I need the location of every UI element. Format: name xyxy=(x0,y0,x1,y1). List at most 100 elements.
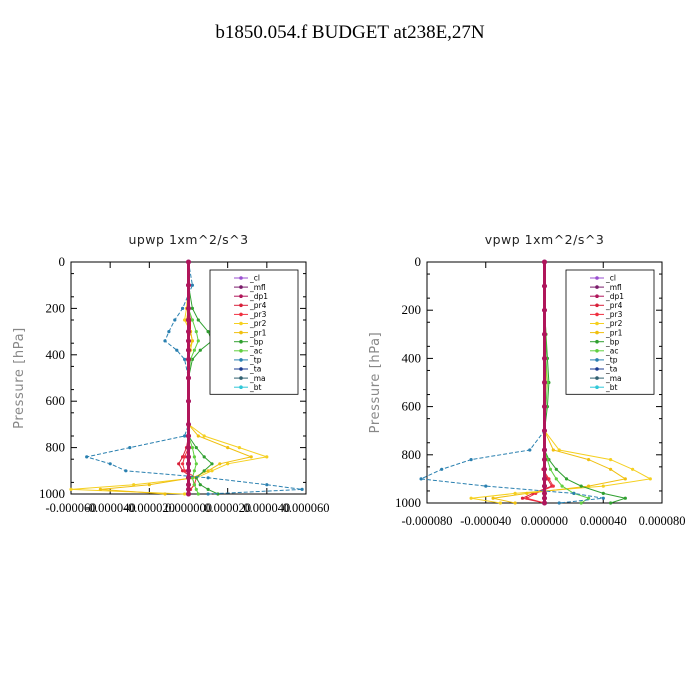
data-point-pr4 xyxy=(177,462,181,466)
data-point-bp xyxy=(202,469,206,473)
data-point-pr1 xyxy=(249,455,253,459)
data-point-bp xyxy=(564,477,569,481)
legend-label: _pr2 xyxy=(249,319,267,328)
legend-swatch-marker xyxy=(595,294,599,299)
data-point-tp xyxy=(183,434,187,438)
legend-label: _cl xyxy=(605,274,616,283)
legend-swatch-marker xyxy=(239,321,243,326)
data-point-pr4 xyxy=(520,496,525,500)
data-point-pr1 xyxy=(163,492,167,496)
data-point-bp xyxy=(206,487,210,491)
data-point-tp xyxy=(419,477,423,481)
data-point-tp xyxy=(183,357,187,361)
data-point-pr1 xyxy=(491,496,495,500)
legend-swatch-marker xyxy=(595,285,599,289)
data-point-pr1 xyxy=(587,484,591,488)
data-point-dp1 xyxy=(186,317,191,323)
data-point-dp1 xyxy=(186,357,191,362)
legend-swatch-marker xyxy=(239,285,243,289)
legend-swatch-marker xyxy=(239,339,243,344)
panel-1: upwp 1xm^2/s^3 Pressure [hPa] 0 200 400 600 80… xyxy=(12,232,329,515)
legend-label: _ac xyxy=(249,347,262,356)
legend-swatch-marker xyxy=(239,358,243,362)
data-point-tp xyxy=(206,476,210,480)
legend-swatch-marker xyxy=(239,312,243,317)
y-tick-label: 1000 xyxy=(395,495,421,510)
x-tick-label: -0.000020 xyxy=(124,501,175,515)
legend-swatch-marker xyxy=(595,367,599,371)
data-point-pr1 xyxy=(147,483,151,487)
x-tick-label: 0.000040 xyxy=(580,514,627,528)
data-point-dp1 xyxy=(186,282,191,288)
y-tick-label: 1000 xyxy=(39,486,65,501)
data-point-bp xyxy=(609,501,613,505)
data-point-pr1 xyxy=(513,501,517,505)
data-point-dp1 xyxy=(186,259,191,265)
y-axis-label: Pressure [hPa] xyxy=(12,327,27,429)
legend-swatch-marker xyxy=(595,312,599,317)
data-point-bp xyxy=(190,306,194,310)
data-point-dp1 xyxy=(186,329,191,334)
data-point-dp1 xyxy=(542,491,547,496)
legend: _cl_mfl_dp1_pr4_pr3_pr2_pr1_bp_ac_tp_ta_… xyxy=(565,269,655,395)
data-point-bp xyxy=(623,496,627,500)
data-point-pr1 xyxy=(190,339,194,343)
legend-label: _pr3 xyxy=(605,310,623,319)
data-point-ac xyxy=(196,492,200,496)
legend-swatch-marker xyxy=(239,294,243,299)
legend-label: _ac xyxy=(605,347,618,356)
data-point-bp xyxy=(198,483,202,487)
data-point-pr2 xyxy=(69,487,73,491)
data-point-pr2 xyxy=(265,455,269,459)
x-tick-label: -0.000040 xyxy=(460,514,511,528)
data-point-dp1 xyxy=(186,468,191,474)
data-point-bp xyxy=(601,491,605,495)
data-point-dp1 xyxy=(542,380,547,385)
data-point-dp1 xyxy=(542,404,547,409)
data-point-dp1 xyxy=(186,398,191,404)
legend-swatch-marker xyxy=(595,339,599,344)
data-point-pr1 xyxy=(206,469,210,473)
data-point-bp xyxy=(554,467,558,471)
legend-label: _ta xyxy=(605,365,617,374)
panel-title: vpwp 1xm^2/s^3 xyxy=(485,232,605,247)
legend-label: _mfl xyxy=(605,283,622,292)
legend-swatch-marker xyxy=(239,385,243,390)
legend-swatch-marker xyxy=(239,349,243,353)
x-tick-label: 0.000000 xyxy=(165,501,212,515)
legend: _cl_mfl_dp1_pr4_pr3_pr2_pr1_bp_ac_tp_ta_… xyxy=(209,269,299,395)
legend-swatch-marker xyxy=(239,376,243,380)
panel-title: upwp 1xm^2/s^3 xyxy=(128,232,248,247)
data-point-dp1 xyxy=(542,307,547,313)
data-point-dp1 xyxy=(186,445,191,450)
legend-swatch-marker xyxy=(239,303,243,308)
data-point-pr2 xyxy=(132,483,136,487)
y-tick-label: 400 xyxy=(46,347,66,362)
legend-label: _dp1 xyxy=(605,292,624,301)
data-point-pr2 xyxy=(557,448,561,452)
legend-label: _pr1 xyxy=(249,328,267,337)
data-point-bp xyxy=(194,446,198,450)
y-axis-label: Pressure [hPa] xyxy=(368,332,383,434)
x-tick-label: 0.000080 xyxy=(639,514,686,528)
data-point-tp xyxy=(265,483,269,487)
data-point-dp1 xyxy=(186,491,191,497)
data-point-dp1 xyxy=(542,447,547,453)
legend-label: _pr3 xyxy=(249,310,267,319)
legend-swatch-marker xyxy=(595,321,599,326)
data-point-dp1 xyxy=(542,259,547,265)
data-point-tp xyxy=(175,348,179,352)
data-point-pr2 xyxy=(237,446,241,450)
legend-label: _tp xyxy=(249,356,262,365)
legend-swatch-marker xyxy=(239,367,243,371)
data-point-dp1 xyxy=(186,375,191,381)
data-point-pr3 xyxy=(525,496,529,500)
data-point-pr2 xyxy=(226,462,230,466)
data-point-ac xyxy=(190,446,194,450)
data-point-dp1 xyxy=(186,422,191,427)
data-point-tp xyxy=(128,446,132,450)
data-point-dp1 xyxy=(542,476,547,482)
data-point-ac xyxy=(554,477,558,481)
data-point-ac xyxy=(194,330,198,334)
